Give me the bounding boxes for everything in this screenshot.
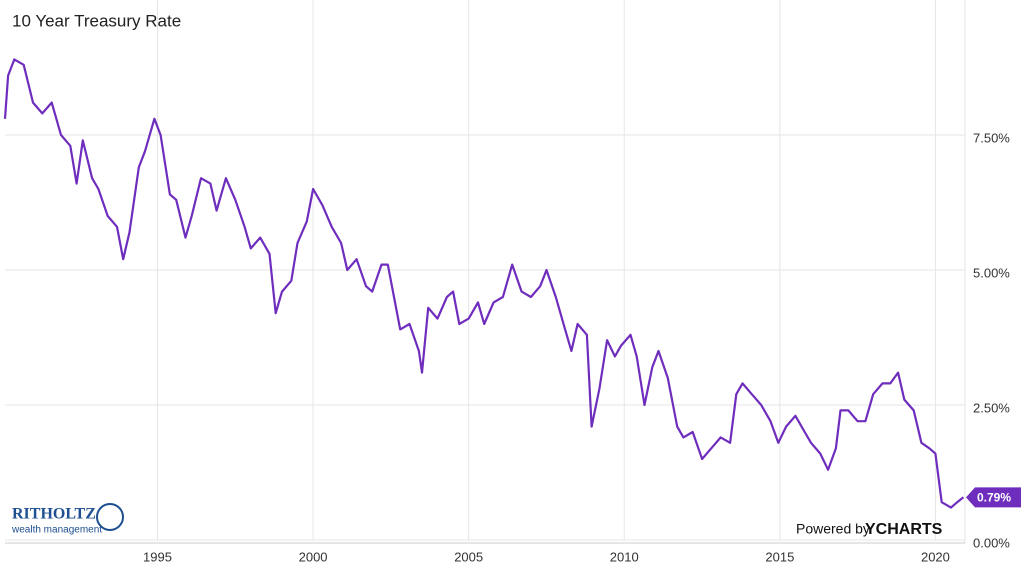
x-tick-label: 2020 — [921, 549, 950, 564]
x-tick-label: 2005 — [454, 549, 483, 564]
end-value-tag — [966, 487, 1021, 508]
line — [3, 58, 965, 509]
credit-powered: Powered by — [796, 521, 870, 537]
x-tick-label: 2000 — [299, 549, 328, 564]
x-tick-label: 2015 — [765, 549, 794, 564]
y-tick-label: 2.50% — [973, 400, 1010, 415]
credit-brand: YCHARTS — [865, 521, 943, 538]
end-value-label: 0.79% — [977, 491, 1011, 505]
credit-logo: RITHOLTZ — [12, 506, 96, 523]
y-tick-label: 7.50% — [973, 130, 1010, 145]
x-tick-label: 1995 — [143, 549, 172, 564]
y-tick-label: 0.00% — [973, 535, 1010, 550]
credit-logo-sub: wealth management — [11, 525, 102, 536]
chart-title: 10 Year Treasury Rate — [12, 11, 181, 30]
credit-logo-icon — [96, 503, 124, 531]
y-tick-label: 5.00% — [973, 265, 1010, 280]
x-tick-label: 2010 — [610, 549, 639, 564]
